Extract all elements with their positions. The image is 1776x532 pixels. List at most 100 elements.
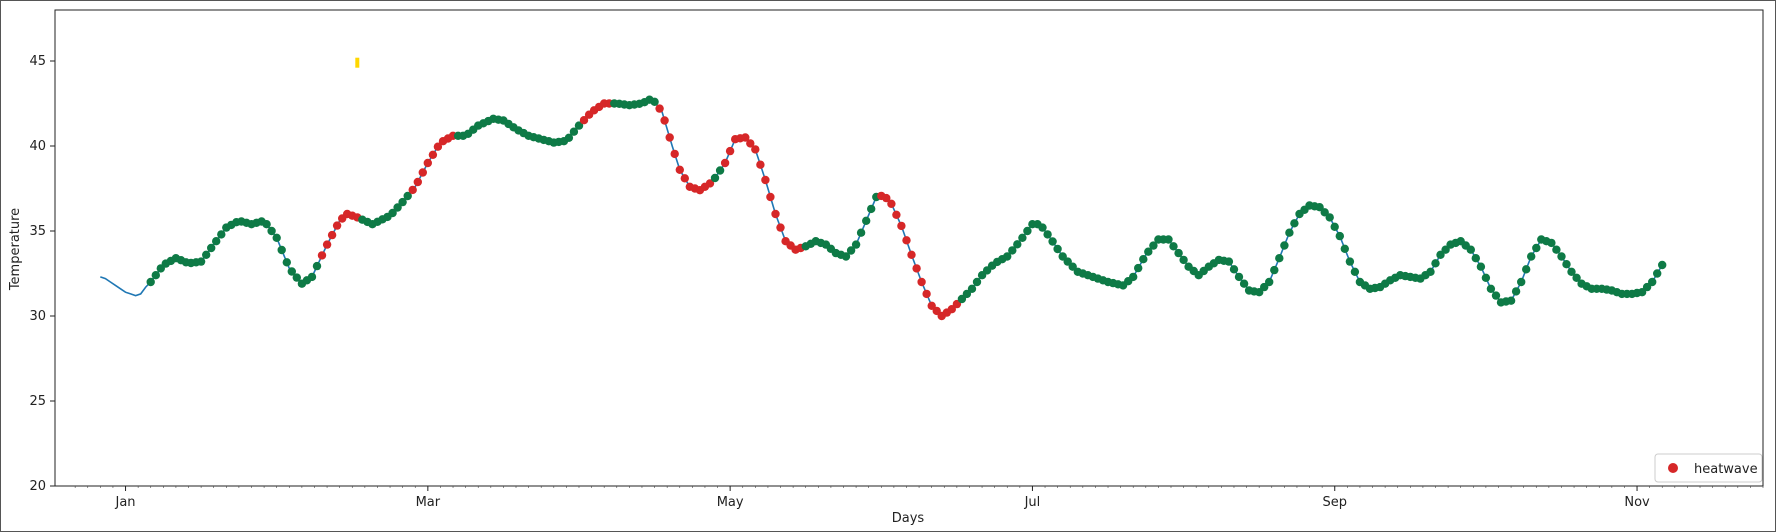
temperature-point xyxy=(967,284,977,293)
heatwave-point xyxy=(922,289,931,299)
temperature-point xyxy=(574,121,584,130)
temperature-point xyxy=(962,289,972,299)
annotation-layer xyxy=(355,57,360,68)
temperature-point xyxy=(862,216,871,225)
heatwave-point xyxy=(741,133,750,142)
x-tick-label: Nov xyxy=(1624,495,1650,510)
temperature-point xyxy=(1270,265,1279,275)
heatwave-point xyxy=(332,221,342,230)
temperature-point xyxy=(1139,255,1148,264)
temperature-point xyxy=(272,233,281,242)
heatwave-point xyxy=(705,179,715,188)
temperature-point xyxy=(1527,252,1536,261)
temperature-point xyxy=(202,250,211,259)
temperature-point xyxy=(1048,237,1057,246)
temperature-point xyxy=(1486,284,1496,293)
heatwave-point xyxy=(746,139,755,148)
x-axis-title: Days xyxy=(892,511,925,526)
heatwave-point xyxy=(423,158,432,168)
temperature-point xyxy=(1043,230,1052,239)
temperature-point xyxy=(710,173,720,183)
x-axis: Jan Mar May Jul Sep Nov xyxy=(74,486,1764,510)
temperature-point xyxy=(1315,203,1324,212)
temperature-point xyxy=(307,272,317,282)
temperature-point xyxy=(1018,233,1027,242)
heatwave-point xyxy=(761,175,770,185)
temperature-point xyxy=(1280,241,1289,250)
heatwave-point xyxy=(665,133,674,142)
temperature-point xyxy=(1506,296,1516,305)
temperature-point xyxy=(1008,246,1017,255)
legend-heatwave-label: heatwave xyxy=(1694,462,1758,477)
temperature-point xyxy=(1658,260,1667,270)
temperature-point xyxy=(1265,277,1274,287)
temperature-point xyxy=(1547,238,1556,248)
temperature-point xyxy=(1648,277,1657,287)
temperature-point xyxy=(972,277,982,287)
temperature-point xyxy=(267,226,276,236)
heatwave-point xyxy=(776,223,785,232)
y-axis-title: Temperature xyxy=(8,208,23,291)
temperature-point xyxy=(650,97,659,107)
x-tick-label: Jul xyxy=(1024,495,1041,510)
temperature-point xyxy=(1567,267,1576,276)
temperature-point xyxy=(1023,226,1032,236)
temperature-point xyxy=(1557,252,1566,261)
heatwave-point xyxy=(947,305,956,314)
temperature-point xyxy=(1068,262,1077,271)
plot-area xyxy=(54,9,1764,487)
heatwave-point xyxy=(917,277,926,287)
temperature-point xyxy=(1229,265,1239,274)
heatwave-point xyxy=(725,146,735,156)
temperature-point xyxy=(1169,242,1178,251)
temperature-point xyxy=(1285,228,1294,237)
annotation-marker xyxy=(355,57,360,68)
temperature-point xyxy=(1290,219,1299,228)
temperature-point xyxy=(262,220,271,229)
temperature-point xyxy=(1164,235,1173,244)
temperature-point xyxy=(1522,265,1531,274)
heatwave-point xyxy=(660,116,669,125)
y-tick-label: 35 xyxy=(29,224,46,239)
y-tick-label: 25 xyxy=(29,394,46,409)
x-tick-label: Jan xyxy=(115,495,136,510)
heatwave-point xyxy=(655,104,664,113)
temperature-point xyxy=(1426,267,1435,276)
temperature-point xyxy=(715,166,725,175)
temperature-point xyxy=(282,258,291,267)
temperature-point xyxy=(1129,272,1138,282)
temperature-point xyxy=(388,208,397,218)
temperature-point xyxy=(217,230,226,239)
y-axis: 20 25 30 35 40 45 xyxy=(29,54,55,494)
heatwave-point xyxy=(428,150,438,159)
temperature-point xyxy=(1345,257,1355,266)
heatwave-point xyxy=(771,209,780,219)
x-tick-label: Mar xyxy=(416,495,441,510)
heatwave-point xyxy=(322,240,332,249)
temperature-point xyxy=(851,240,861,249)
legend-heatwave-marker xyxy=(1668,463,1678,473)
temperature-point xyxy=(212,237,221,246)
temperature-point xyxy=(569,127,579,136)
temperature-point xyxy=(1552,245,1561,254)
temperature-point xyxy=(1179,255,1188,265)
plot-frame xyxy=(54,9,1764,487)
x-tick-label: Sep xyxy=(1322,495,1347,510)
y-tick-label: 40 xyxy=(29,139,46,154)
temperature-point xyxy=(1436,250,1445,259)
temperature-points-series xyxy=(146,95,1667,321)
temperature-point xyxy=(1572,273,1581,282)
y-tick-label: 30 xyxy=(29,309,46,324)
legend-box xyxy=(1654,453,1763,483)
temperature-point xyxy=(1491,291,1501,300)
temperature-point xyxy=(287,267,296,276)
heatwave-point xyxy=(907,250,916,259)
temperature-point xyxy=(1562,260,1571,269)
heatwave-point xyxy=(418,168,427,177)
temperature-point xyxy=(1335,231,1345,241)
temperature-point xyxy=(1481,273,1491,282)
temperature-point xyxy=(1325,213,1334,222)
